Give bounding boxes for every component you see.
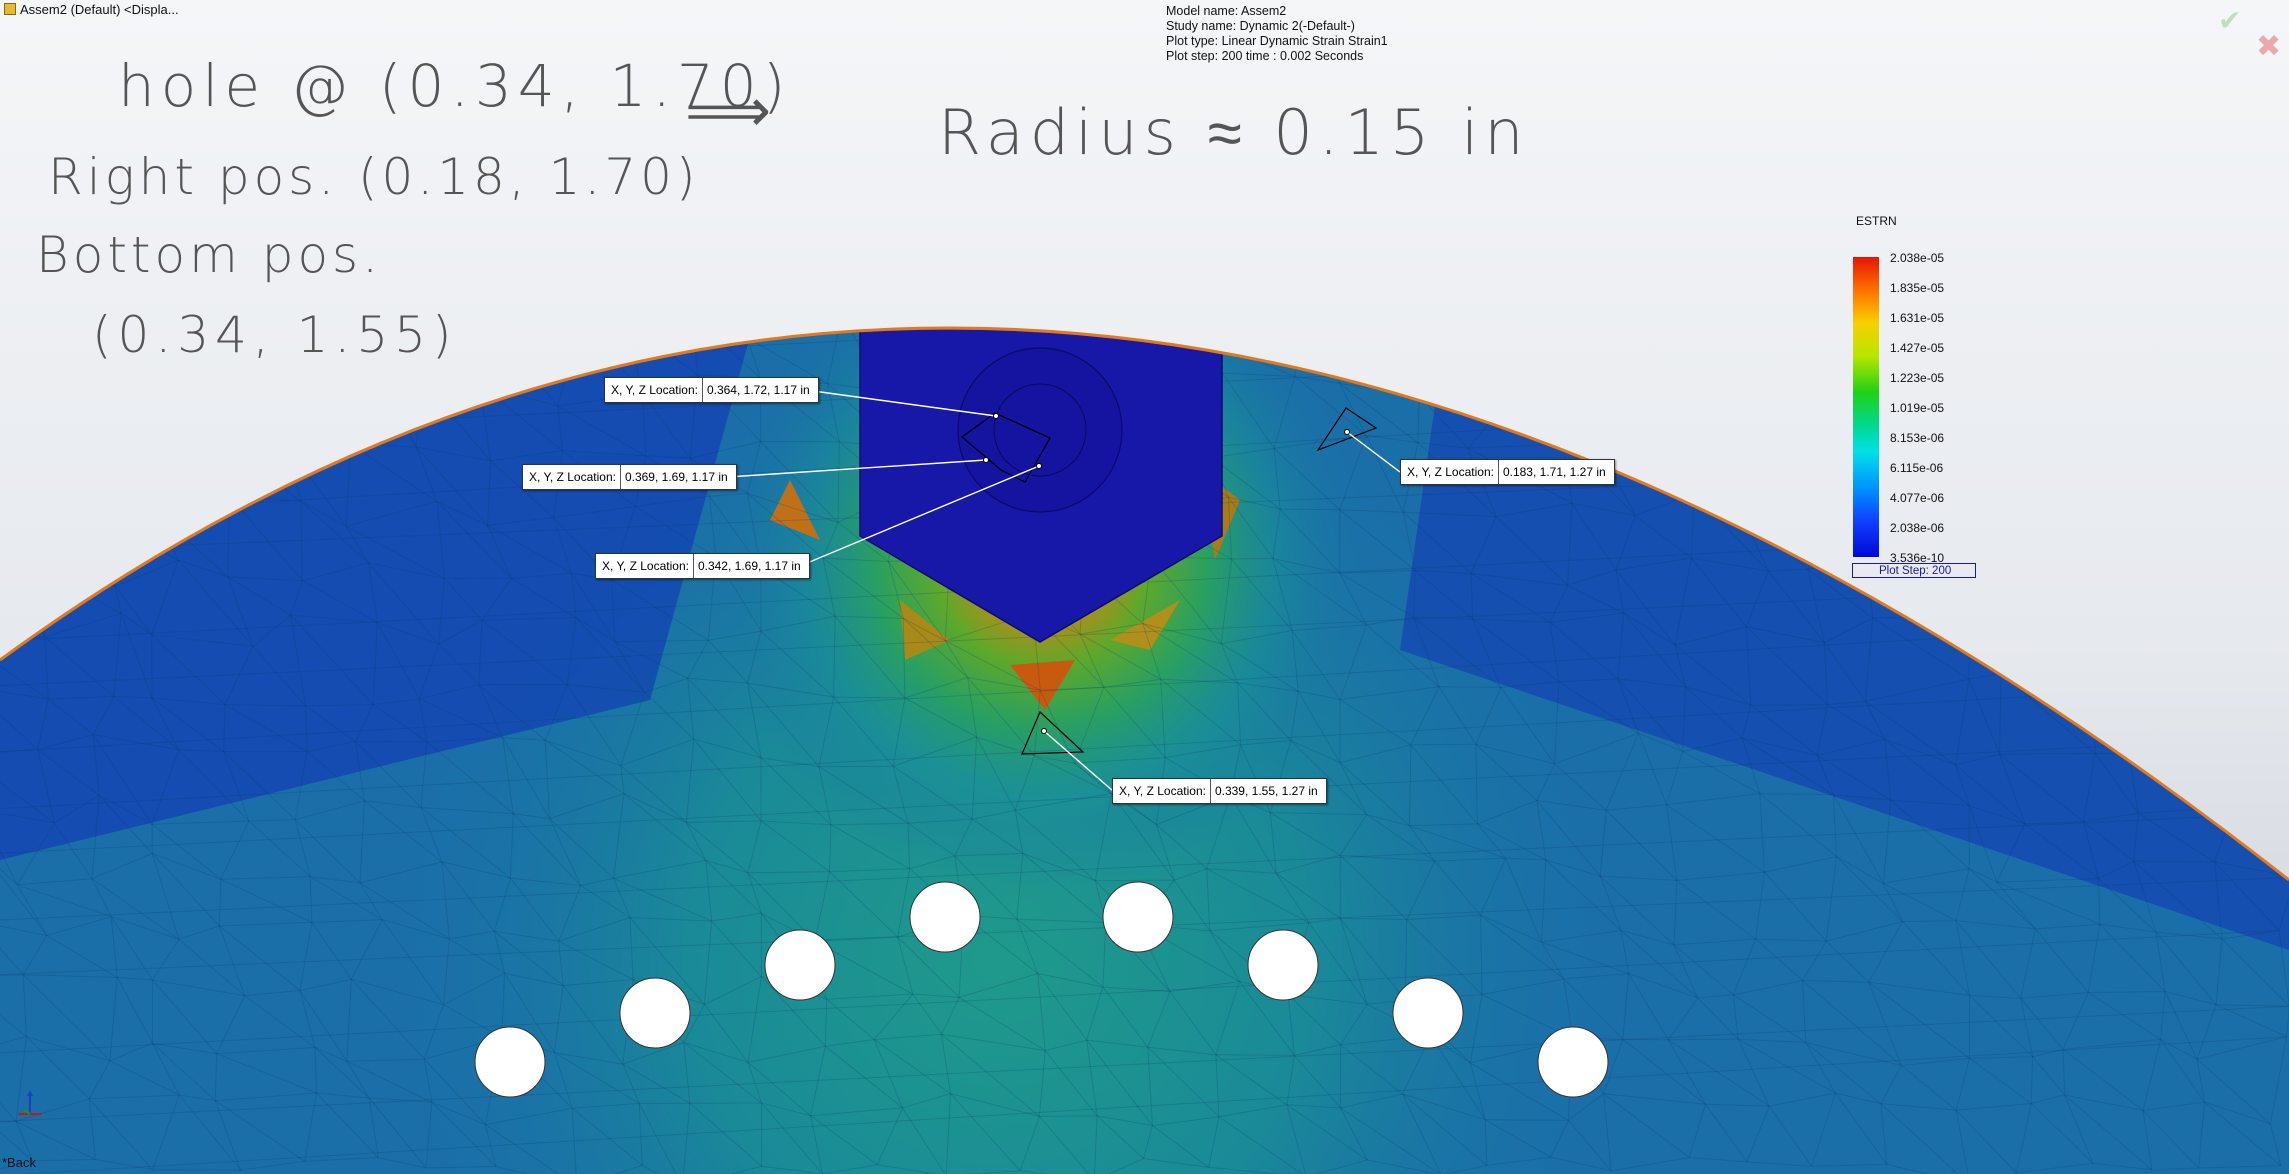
probe-callout-4[interactable]: X, Y, Z Location: 0.183, 1.71, 1.27 in xyxy=(1400,459,1615,485)
probe-label: X, Y, Z Location: xyxy=(596,554,694,578)
probe-callout-5[interactable]: X, Y, Z Location: 0.339, 1.55, 1.27 in xyxy=(1112,778,1327,804)
legend-tick-label: 3.536e-10 xyxy=(1890,551,1945,565)
study-info-block: Model name: Assem2 Study name: Dynamic 2… xyxy=(1166,4,1388,64)
probe-label: X, Y, Z Location: xyxy=(1113,779,1211,803)
color-legend[interactable]: ESTRN 2.038e-05 1.835e-05 1.631e-05 1.427e-… xyxy=(1850,210,2000,580)
coordinate-triad-icon xyxy=(18,1090,42,1115)
probe-callout-2[interactable]: X, Y, Z Location: 0.369, 1.69, 1.17 in xyxy=(522,464,737,490)
note-radius: Radius ≈ 0.15 in xyxy=(938,96,1530,169)
probe-marker-bottom xyxy=(1021,710,1085,755)
legend-tick-label: 2.038e-05 xyxy=(1890,251,1945,265)
legend-tick-label: 1.427e-05 xyxy=(1890,341,1945,355)
bolt-holes xyxy=(474,881,1609,1098)
back-link[interactable]: *Back xyxy=(2,1155,36,1170)
note-bottom-coords: (0.34, 1.55) xyxy=(92,306,458,364)
legend-tick-label: 8.153e-06 xyxy=(1890,431,1945,445)
probe-value: 0.339, 1.55, 1.27 in xyxy=(1214,784,1318,798)
probe-callout-3[interactable]: X, Y, Z Location: 0.342, 1.69, 1.17 in xyxy=(595,553,810,579)
cancel-x-icon[interactable]: ✖ xyxy=(2256,30,2282,63)
probe-label: X, Y, Z Location: xyxy=(605,378,703,402)
legend-tick-label: 1.019e-05 xyxy=(1890,401,1945,415)
legend-tick-label: 4.077e-06 xyxy=(1890,491,1945,505)
study-name: Study name: Dynamic 2(-Default-) xyxy=(1166,19,1355,33)
ok-check-icon[interactable]: ✔ xyxy=(2218,5,2242,36)
plot-step: Plot step: 200 time : 0.002 Seconds xyxy=(1166,49,1364,63)
legend-color-bar xyxy=(1853,257,1879,557)
legend-tick-label: 1.631e-05 xyxy=(1890,311,1945,325)
disk-outline xyxy=(0,326,2289,882)
probe-value: 0.364, 1.72, 1.17 in xyxy=(706,383,810,397)
legend-tick-label: 1.835e-05 xyxy=(1890,281,1945,295)
legend-tick-label: 2.038e-06 xyxy=(1890,521,1945,535)
probe-value: 0.369, 1.69, 1.17 in xyxy=(624,470,728,484)
probe-value: 0.183, 1.71, 1.27 in xyxy=(1502,465,1606,479)
probe-points xyxy=(983,413,1350,734)
probe-leader-lines xyxy=(727,389,1401,792)
legend-title: ESTRN xyxy=(1856,214,1897,228)
note-hole: hole @ (0.34, 1.70) xyxy=(118,52,792,120)
app-part-icon xyxy=(4,3,16,15)
legend-tick-label: 6.115e-06 xyxy=(1890,461,1944,475)
plot-type: Plot type: Linear Dynamic Strain Strain1 xyxy=(1166,34,1388,48)
note-bottom-pos: Bottom pos. xyxy=(36,226,383,284)
probe-label: X, Y, Z Location: xyxy=(523,465,621,489)
probe-marker-right xyxy=(1316,407,1378,452)
note-arrow: ⟹ xyxy=(685,76,772,146)
note-right-pos: Right pos. (0.18, 1.70) xyxy=(48,148,700,206)
legend-tick-label: 1.223e-05 xyxy=(1890,371,1945,385)
probe-label: X, Y, Z Location: xyxy=(1401,460,1499,484)
window-title: Assem2 (Default) <Displa... xyxy=(20,2,179,17)
model-name: Model name: Assem2 xyxy=(1166,4,1287,18)
probe-value: 0.342, 1.69, 1.17 in xyxy=(697,559,801,573)
probe-callout-1[interactable]: X, Y, Z Location: 0.364, 1.72, 1.17 in xyxy=(604,377,819,403)
legend-plot-step: Plot Step: 200 xyxy=(1852,563,1976,578)
